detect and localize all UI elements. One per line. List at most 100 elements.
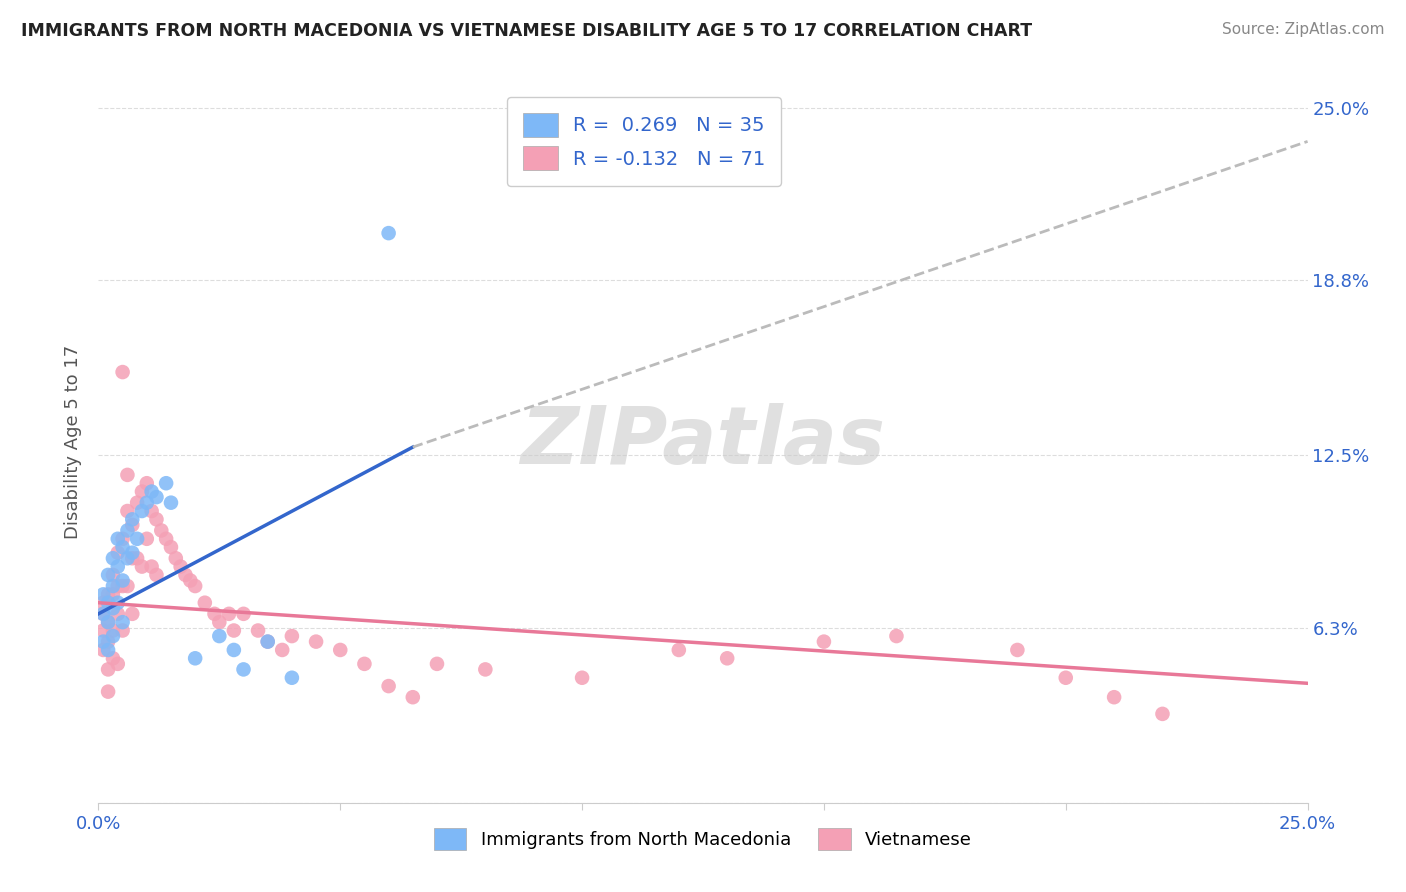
- Point: [91, 596, 114, 610]
- Point: [150, 524, 173, 538]
- Point: [121, 546, 143, 560]
- Point: [107, 607, 129, 621]
- Point: [668, 643, 690, 657]
- Point: [329, 643, 352, 657]
- Point: [165, 551, 187, 566]
- Point: [1102, 690, 1125, 705]
- Text: IMMIGRANTS FROM NORTH MACEDONIA VS VIETNAMESE DISABILITY AGE 5 TO 17 CORRELATION: IMMIGRANTS FROM NORTH MACEDONIA VS VIETN…: [21, 22, 1032, 40]
- Point: [127, 532, 149, 546]
- Point: [91, 587, 114, 601]
- Point: [111, 540, 134, 554]
- Point: [256, 634, 278, 648]
- Point: [131, 504, 153, 518]
- Point: [107, 596, 129, 610]
- Point: [107, 546, 129, 560]
- Point: [111, 532, 134, 546]
- Point: [91, 607, 114, 621]
- Point: [571, 671, 593, 685]
- Point: [101, 624, 124, 638]
- Point: [91, 607, 114, 621]
- Point: [179, 574, 201, 588]
- Point: [145, 512, 167, 526]
- Point: [281, 629, 304, 643]
- Point: [145, 568, 167, 582]
- Point: [194, 596, 217, 610]
- Point: [184, 651, 207, 665]
- Point: [117, 524, 139, 538]
- Point: [208, 615, 231, 630]
- Point: [1054, 671, 1077, 685]
- Point: [101, 587, 124, 601]
- Point: [121, 551, 143, 566]
- Point: [232, 607, 254, 621]
- Point: [101, 601, 124, 615]
- Point: [813, 634, 835, 648]
- Point: [208, 629, 231, 643]
- Point: [256, 634, 278, 648]
- Point: [101, 651, 124, 665]
- Point: [101, 568, 124, 582]
- Point: [716, 651, 738, 665]
- Point: [174, 568, 197, 582]
- Point: [247, 624, 270, 638]
- Point: [218, 607, 240, 621]
- Point: [131, 484, 153, 499]
- Point: [135, 496, 157, 510]
- Legend: Immigrants from North Macedonia, Vietnamese: Immigrants from North Macedonia, Vietnam…: [425, 819, 981, 859]
- Point: [141, 484, 163, 499]
- Point: [305, 634, 328, 648]
- Point: [135, 532, 157, 546]
- Point: [111, 579, 134, 593]
- Point: [169, 559, 191, 574]
- Point: [107, 532, 129, 546]
- Point: [107, 559, 129, 574]
- Text: ZIPatlas: ZIPatlas: [520, 402, 886, 481]
- Point: [117, 504, 139, 518]
- Point: [121, 517, 143, 532]
- Point: [111, 574, 134, 588]
- Point: [377, 679, 399, 693]
- Point: [131, 559, 153, 574]
- Point: [111, 624, 134, 638]
- Point: [97, 643, 120, 657]
- Point: [1152, 706, 1174, 721]
- Point: [155, 476, 177, 491]
- Point: [402, 690, 425, 705]
- Point: [141, 504, 163, 518]
- Point: [97, 587, 120, 601]
- Point: [160, 496, 183, 510]
- Point: [117, 551, 139, 566]
- Point: [101, 629, 124, 643]
- Text: Source: ZipAtlas.com: Source: ZipAtlas.com: [1222, 22, 1385, 37]
- Point: [271, 643, 294, 657]
- Point: [121, 607, 143, 621]
- Point: [111, 365, 134, 379]
- Point: [184, 579, 207, 593]
- Point: [97, 615, 120, 630]
- Point: [232, 662, 254, 676]
- Point: [1007, 643, 1029, 657]
- Point: [91, 624, 114, 638]
- Point: [377, 226, 399, 240]
- Point: [204, 607, 226, 621]
- Point: [281, 671, 304, 685]
- Point: [222, 643, 245, 657]
- Point: [97, 684, 120, 698]
- Point: [474, 662, 496, 676]
- Point: [91, 643, 114, 657]
- Point: [121, 512, 143, 526]
- Point: [97, 596, 120, 610]
- Point: [97, 634, 120, 648]
- Point: [145, 490, 167, 504]
- Point: [91, 634, 114, 648]
- Point: [101, 551, 124, 566]
- Point: [135, 476, 157, 491]
- Point: [353, 657, 375, 671]
- Point: [117, 467, 139, 482]
- Point: [127, 496, 149, 510]
- Point: [97, 662, 120, 676]
- Point: [97, 568, 120, 582]
- Point: [155, 532, 177, 546]
- Point: [222, 624, 245, 638]
- Point: [97, 615, 120, 630]
